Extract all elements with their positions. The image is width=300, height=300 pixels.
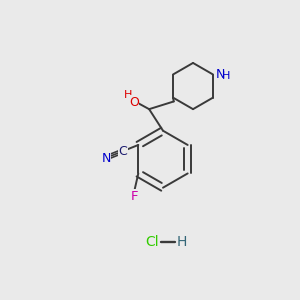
Text: Cl: Cl [146, 236, 159, 249]
Text: F: F [131, 190, 138, 203]
Text: H: H [124, 90, 133, 100]
Text: H: H [176, 236, 187, 249]
Text: N: N [215, 68, 225, 81]
Text: H: H [222, 71, 231, 81]
Text: N: N [101, 152, 111, 165]
Text: C: C [118, 145, 127, 158]
Text: O: O [129, 96, 139, 109]
